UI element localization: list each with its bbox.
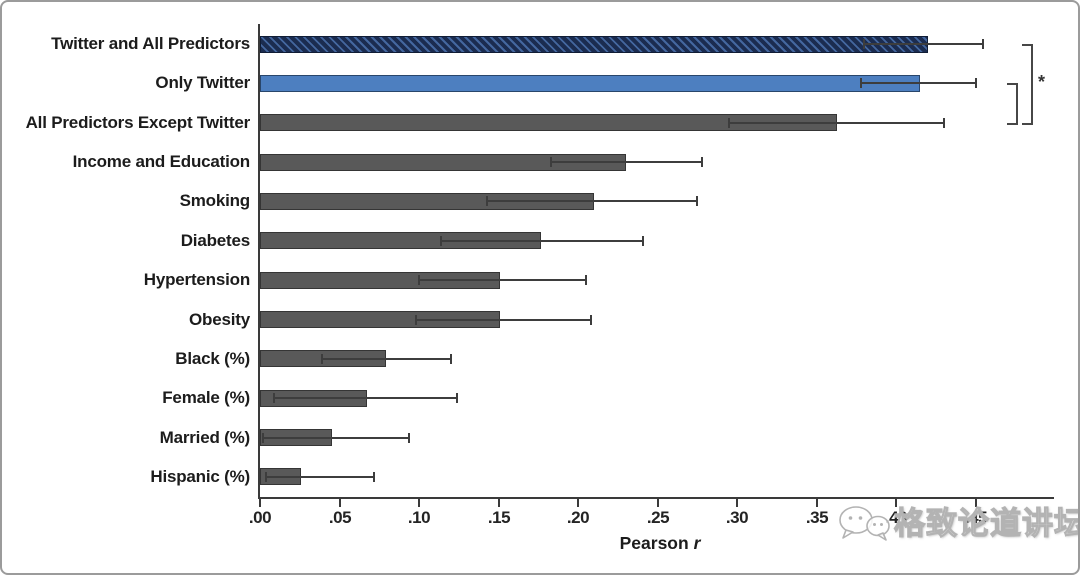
x-tick-mark: [418, 499, 420, 507]
x-tick-label: .25: [646, 508, 670, 527]
error-bar-line: [266, 476, 374, 478]
error-bar-cap: [642, 236, 644, 246]
error-bar-cap: [860, 78, 862, 88]
x-tick-label: .10: [407, 508, 431, 527]
error-bar-cap: [273, 393, 275, 403]
watermark-text: 格致论道讲坛: [893, 505, 1080, 541]
x-axis-title: Pearson r: [555, 533, 765, 554]
category-label: Female (%): [162, 388, 250, 407]
error-bar-cap: [943, 118, 945, 128]
bracket-arm: [1022, 123, 1031, 125]
error-bar-line: [322, 358, 451, 360]
bar: [260, 75, 920, 92]
error-bar-line: [864, 43, 983, 45]
category-label: Black (%): [175, 349, 250, 368]
error-bar-cap: [728, 118, 730, 128]
error-bar-cap: [418, 275, 420, 285]
error-bar-line: [441, 240, 643, 242]
error-bar-cap: [373, 472, 375, 482]
error-bar-line: [419, 279, 586, 281]
x-tick-label: .05: [328, 508, 352, 527]
x-tick-label: .00: [248, 508, 272, 527]
x-tick-label: .20: [566, 508, 590, 527]
error-bar-cap: [486, 196, 488, 206]
bracket-arm: [1022, 44, 1031, 46]
x-tick-label: .30: [725, 508, 749, 527]
significance-asterisk: *: [1038, 72, 1046, 92]
error-bar-line: [274, 397, 457, 399]
x-tick-mark: [816, 499, 818, 507]
error-bar-cap: [585, 275, 587, 285]
bar: [260, 36, 928, 53]
x-tick-mark: [657, 499, 659, 507]
category-label: Hispanic (%): [150, 467, 250, 486]
error-bar-cap: [262, 433, 264, 443]
watermark: 格致论道讲坛: [836, 498, 1080, 550]
error-bar-line: [416, 319, 591, 321]
x-tick-mark: [259, 499, 261, 507]
category-label: Twitter and All Predictors: [51, 34, 250, 53]
error-bar-line: [487, 200, 697, 202]
category-label: Obesity: [189, 310, 250, 329]
error-bar-cap: [408, 433, 410, 443]
category-label: Only Twitter: [155, 73, 250, 92]
x-tick-label: .40: [884, 508, 908, 527]
error-bar-cap: [440, 236, 442, 246]
error-bar-cap: [550, 157, 552, 167]
x-axis-title-variable: r: [693, 533, 701, 553]
error-bar-cap: [265, 472, 267, 482]
category-label: Income and Education: [72, 152, 251, 171]
x-tick-label: .45: [964, 508, 988, 527]
x-axis-line: [258, 497, 1054, 499]
bracket-line: [1031, 44, 1033, 125]
category-label: Diabetes: [180, 231, 250, 250]
error-bar-cap: [975, 78, 977, 88]
error-bar-cap: [590, 315, 592, 325]
x-tick-mark: [339, 499, 341, 507]
bracket-line: [1016, 83, 1018, 125]
x-axis-title-text: Pearson: [619, 533, 689, 553]
y-axis-line: [258, 24, 260, 499]
x-tick-mark: [736, 499, 738, 507]
error-bar-cap: [863, 39, 865, 49]
category-label: Hypertension: [143, 270, 250, 289]
error-bar-cap: [696, 196, 698, 206]
x-tick-mark: [975, 499, 977, 507]
error-bar-line: [729, 122, 944, 124]
error-bar-cap: [982, 39, 984, 49]
bracket-arm: [1007, 83, 1016, 85]
x-tick-label: .35: [805, 508, 829, 527]
error-bar-cap: [701, 157, 703, 167]
speech-bubbles-logo-icon: [839, 506, 890, 541]
error-bar-line: [263, 437, 409, 439]
error-bar-cap: [415, 315, 417, 325]
category-label: Smoking: [179, 191, 251, 210]
error-bar-cap: [450, 354, 452, 364]
x-tick-mark: [895, 499, 897, 507]
error-bar-line: [551, 161, 702, 163]
x-tick-mark: [577, 499, 579, 507]
x-tick-label: .15: [487, 508, 511, 527]
error-bar-line: [861, 82, 975, 84]
error-bar-cap: [321, 354, 323, 364]
error-bar-cap: [456, 393, 458, 403]
x-tick-mark: [498, 499, 500, 507]
bracket-arm: [1007, 123, 1016, 125]
category-label: Married (%): [159, 428, 251, 447]
category-label: All Predictors Except Twitter: [25, 113, 251, 132]
